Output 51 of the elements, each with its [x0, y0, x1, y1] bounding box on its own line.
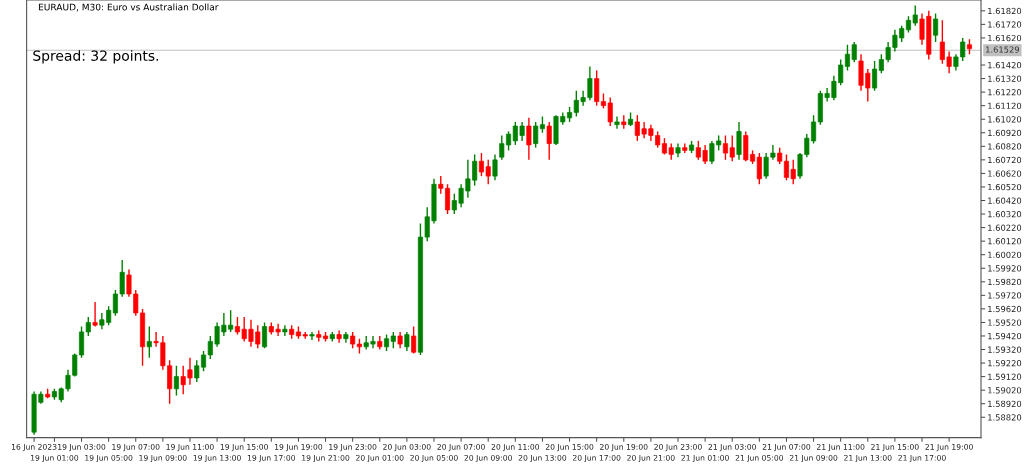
- y-tick-label: 1.61820: [988, 7, 1022, 15]
- y-tick-label: 1.59320: [988, 346, 1022, 353]
- y-tick-label: 1.59120: [988, 373, 1022, 380]
- annotation: Spread: 32 points.: [33, 50, 159, 64]
- candlestick: [756, 152, 762, 185]
- candlestick: [92, 301, 98, 328]
- y-tick-label: 1.59720: [988, 292, 1022, 299]
- candlestick: [614, 115, 620, 130]
- y-tick-label: 1.59020: [988, 387, 1022, 394]
- y-tick-label: 1.59920: [988, 265, 1022, 272]
- candlestick: [404, 331, 410, 352]
- candlestick: [594, 69, 600, 107]
- y-tick-label: 1.61020: [988, 116, 1022, 123]
- candlestick: [533, 121, 539, 149]
- candlestick: [411, 325, 417, 355]
- y-tick-label: 1.61220: [988, 89, 1022, 96]
- candlestick: [262, 321, 268, 349]
- y-tick-label: 1.60520: [988, 183, 1022, 191]
- candlestick: [933, 12, 939, 43]
- candlestick: [736, 121, 742, 161]
- candlestick: [872, 60, 878, 92]
- y-tick-label: 1.59820: [988, 278, 1022, 286]
- y-tick-label: 1.59220: [988, 360, 1022, 367]
- y-tick-label: 1.58920: [988, 400, 1022, 407]
- candlestick: [526, 117, 532, 161]
- candlestick: [492, 153, 498, 181]
- candlestick: [546, 121, 552, 161]
- y-tick-label: 1.61320: [988, 75, 1022, 82]
- y-tick-label: 1.60320: [988, 211, 1022, 218]
- chart-title: EURAUD, M30: Euro vs Australian Dollar: [38, 3, 219, 12]
- y-tick-label: 1.60120: [988, 238, 1022, 245]
- y-tick-label: 1.60220: [988, 224, 1022, 231]
- y-tick-label: 1.60820: [988, 143, 1022, 150]
- y-tick-label: 1.61420: [988, 62, 1022, 69]
- ref-line-label: 1.61529: [986, 46, 1020, 53]
- y-tick-label: 1.58820: [988, 414, 1022, 421]
- candlestick: [173, 365, 179, 397]
- y-tick-label: 1.60720: [988, 156, 1022, 164]
- candlestick: [282, 324, 288, 337]
- y-tick-label: 1.61120: [988, 102, 1022, 109]
- y-tick-label: 1.59620: [988, 305, 1022, 313]
- candlestick: [146, 325, 152, 359]
- y-tick-label: 1.60420: [988, 197, 1022, 204]
- y-tick-label: 1.61620: [988, 34, 1022, 42]
- candlestick: [309, 331, 315, 341]
- y-tick-label: 1.60020: [988, 251, 1022, 258]
- y-tick-label: 1.59520: [988, 319, 1022, 326]
- y-tick-label: 1.61720: [988, 21, 1022, 28]
- y-tick-label: 1.60620: [988, 170, 1022, 177]
- y-tick-label: 1.59420: [988, 332, 1022, 340]
- y-tick-label: 1.60920: [988, 129, 1022, 137]
